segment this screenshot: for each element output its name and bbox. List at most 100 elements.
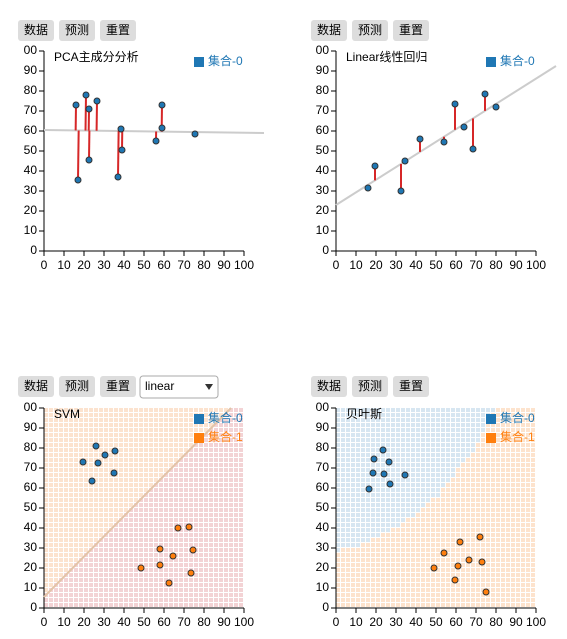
region-cell xyxy=(79,413,83,417)
region-cell xyxy=(466,523,470,527)
button-bg[interactable] xyxy=(352,20,388,41)
region-cell xyxy=(376,533,380,537)
button-bg[interactable] xyxy=(311,20,347,41)
button[interactable]: 重置 xyxy=(100,376,136,397)
region-cell xyxy=(436,418,440,422)
button[interactable]: 数据 xyxy=(311,20,347,41)
region-cell xyxy=(79,493,83,497)
button-label[interactable]: 数据 xyxy=(24,22,48,37)
button-label[interactable]: 重置 xyxy=(399,379,423,393)
button[interactable]: 数据 xyxy=(18,20,54,41)
button[interactable]: 预测 xyxy=(352,20,388,41)
region-cell xyxy=(341,418,345,422)
region-cell xyxy=(104,468,108,472)
region-cell xyxy=(59,503,63,507)
button[interactable]: 重置 xyxy=(100,20,136,41)
region-cell xyxy=(79,578,83,582)
select-arrow[interactable] xyxy=(205,384,213,390)
select[interactable]: linear xyxy=(139,375,219,399)
region-cell xyxy=(74,518,78,522)
region-cell xyxy=(44,513,48,517)
region-cell xyxy=(421,443,425,447)
region-cell xyxy=(59,593,63,597)
region-cell xyxy=(129,553,133,557)
y-tick-label: 90 xyxy=(24,63,38,77)
region-cell xyxy=(179,523,183,527)
region-cell xyxy=(396,573,400,577)
region-cell xyxy=(461,478,465,482)
button-bg[interactable] xyxy=(59,20,95,41)
region-cell xyxy=(441,488,445,492)
button-bg[interactable] xyxy=(352,376,388,397)
button-bg[interactable] xyxy=(18,376,54,397)
region-cell xyxy=(144,538,148,542)
button-label[interactable]: 预测 xyxy=(358,379,382,393)
button[interactable]: 预测 xyxy=(352,376,388,397)
region-cell xyxy=(134,563,138,567)
region-cell xyxy=(59,528,63,532)
region-cell xyxy=(401,468,405,472)
button-bg[interactable] xyxy=(100,376,136,397)
region-cell xyxy=(336,593,340,597)
point xyxy=(379,446,387,454)
y-tick-label: 70 xyxy=(24,460,38,474)
region-cell xyxy=(531,593,535,597)
region-cell xyxy=(154,603,158,607)
select-box[interactable] xyxy=(139,375,219,399)
region-cell xyxy=(511,488,515,492)
region-cell xyxy=(416,593,420,597)
button-label[interactable]: 数据 xyxy=(24,378,48,393)
region-cell xyxy=(446,478,450,482)
button-label[interactable]: 预测 xyxy=(65,379,89,393)
button-bg[interactable] xyxy=(100,20,136,41)
region-cell xyxy=(159,458,163,462)
region-cell xyxy=(441,458,445,462)
button[interactable]: 重置 xyxy=(393,376,429,397)
button-label[interactable]: 数据 xyxy=(317,22,341,37)
region-cell xyxy=(416,588,420,592)
region-cell xyxy=(179,548,183,552)
region-cell xyxy=(386,498,390,502)
region-cell xyxy=(64,603,68,607)
button-bg[interactable] xyxy=(393,376,429,397)
region-cell xyxy=(371,433,375,437)
button[interactable]: 数据 xyxy=(18,376,54,397)
region-cell xyxy=(204,478,208,482)
point xyxy=(385,458,393,466)
button-label[interactable]: 重置 xyxy=(399,23,423,37)
region-cell xyxy=(219,558,223,562)
region-cell xyxy=(376,458,380,462)
region-cell xyxy=(341,548,345,552)
button-bg[interactable] xyxy=(59,376,95,397)
button[interactable]: 预测 xyxy=(59,20,95,41)
region-cell xyxy=(366,533,370,537)
region-cell xyxy=(386,538,390,542)
button-label[interactable]: 预测 xyxy=(358,23,382,37)
button[interactable]: 预测 xyxy=(59,376,95,397)
select-value[interactable]: linear xyxy=(145,379,174,393)
button-bg[interactable] xyxy=(18,20,54,41)
region-cell xyxy=(486,593,490,597)
button[interactable]: 数据 xyxy=(311,376,347,397)
region-cell xyxy=(104,603,108,607)
button-label[interactable]: 数据 xyxy=(317,378,341,393)
region-cell xyxy=(406,498,410,502)
button-label[interactable]: 重置 xyxy=(106,23,130,37)
region-cell xyxy=(446,438,450,442)
region-cell xyxy=(74,448,78,452)
region-cell xyxy=(441,453,445,457)
button[interactable]: 重置 xyxy=(393,20,429,41)
region-cell xyxy=(496,473,500,477)
button-bg[interactable] xyxy=(393,20,429,41)
region-cell xyxy=(371,533,375,537)
region-cell xyxy=(381,418,385,422)
button-bg[interactable] xyxy=(311,376,347,397)
button-label[interactable]: 重置 xyxy=(106,379,130,393)
region-cell xyxy=(421,498,425,502)
region-cell xyxy=(234,468,238,472)
region-cell xyxy=(229,563,233,567)
region-cell xyxy=(164,518,168,522)
button-label[interactable]: 预测 xyxy=(65,23,89,37)
region-cell xyxy=(461,573,465,577)
region-cell xyxy=(79,603,83,607)
